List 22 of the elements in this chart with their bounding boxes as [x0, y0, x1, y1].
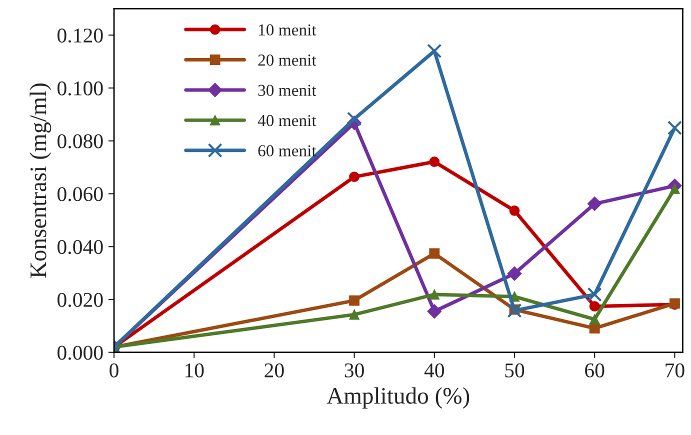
- legend-label: 60 menit: [258, 145, 316, 156]
- x-tick-label: 60: [585, 363, 604, 378]
- y-tick-label: 0.040: [58, 240, 103, 254]
- x-tick-label: 40: [424, 363, 444, 378]
- x-tick-label: 70: [666, 363, 684, 378]
- y-tick-label: 0.100: [58, 81, 103, 96]
- y-tick-label: 0.120: [58, 28, 103, 43]
- x-tick-label: 50: [505, 363, 524, 378]
- y-tick-label: 0.060: [58, 187, 103, 202]
- x-axis-title: Amplitudo (%): [326, 387, 470, 409]
- y-tick-label: 0.020: [58, 292, 103, 308]
- x-tick-label: 0: [110, 363, 118, 378]
- legend-label: 40 menit: [258, 114, 316, 126]
- y-tick-label: 0.080: [58, 134, 103, 148]
- x-tick-label: 20: [264, 363, 284, 378]
- y-axis-title: Konsentrasi (mg/ml): [30, 84, 52, 278]
- legend-label: 20 menit: [258, 54, 316, 66]
- x-tick-label: 10: [186, 363, 204, 378]
- x-tick-label: 30: [344, 363, 364, 378]
- y-tick-label: 0.000: [58, 346, 103, 360]
- legend-label: 10 menit: [259, 24, 316, 36]
- legend-label: 30 menit: [258, 84, 316, 96]
